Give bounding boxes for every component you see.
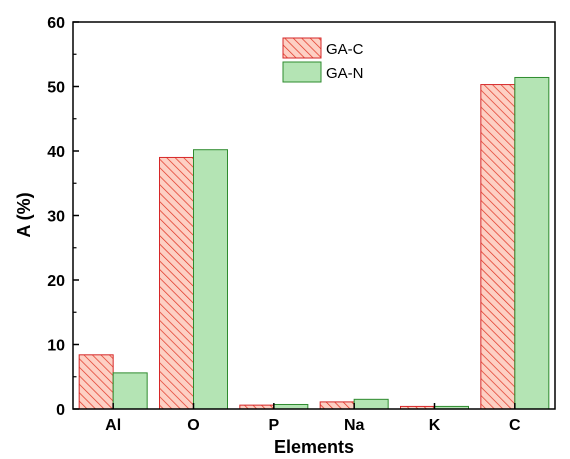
y-tick-label: 10 <box>47 338 65 355</box>
y-tick-label: 0 <box>56 402 65 419</box>
y-tick-label: 50 <box>47 80 65 97</box>
legend-swatch-ga-n <box>282 61 322 83</box>
bar-ga-c-o <box>159 156 194 410</box>
x-tick-label: Al <box>105 417 121 434</box>
x-tick-label: C <box>509 417 521 434</box>
bar-ga-n-c <box>514 76 550 410</box>
bar-ga-n-na <box>353 398 389 410</box>
plot-frame <box>72 21 556 410</box>
bar-ga-c-na <box>319 401 355 410</box>
bar-ga-c-c <box>480 84 516 410</box>
legend-label-ga-c: GA-C <box>326 41 364 58</box>
legend-swatch-ga-c <box>282 37 322 59</box>
x-tick-label: O <box>187 417 199 434</box>
x-tick-label: K <box>429 417 441 434</box>
y-tick-label: 20 <box>47 273 65 290</box>
y-axis-title: A (%) <box>14 192 34 237</box>
y-tick-label: 40 <box>47 144 65 161</box>
x-tick-label: P <box>268 417 279 434</box>
y-tick-label: 60 <box>47 15 65 32</box>
legend-label-ga-n: GA-N <box>326 65 364 82</box>
x-tick-label: Na <box>344 417 365 434</box>
y-tick-label: 30 <box>47 209 65 226</box>
bar-ga-c-al <box>78 354 114 410</box>
bar-ga-n-o <box>193 149 228 410</box>
legend: GA-C GA-N <box>282 37 364 83</box>
x-axis-title: Elements <box>274 437 354 457</box>
bar-ga-n-al <box>112 372 148 410</box>
